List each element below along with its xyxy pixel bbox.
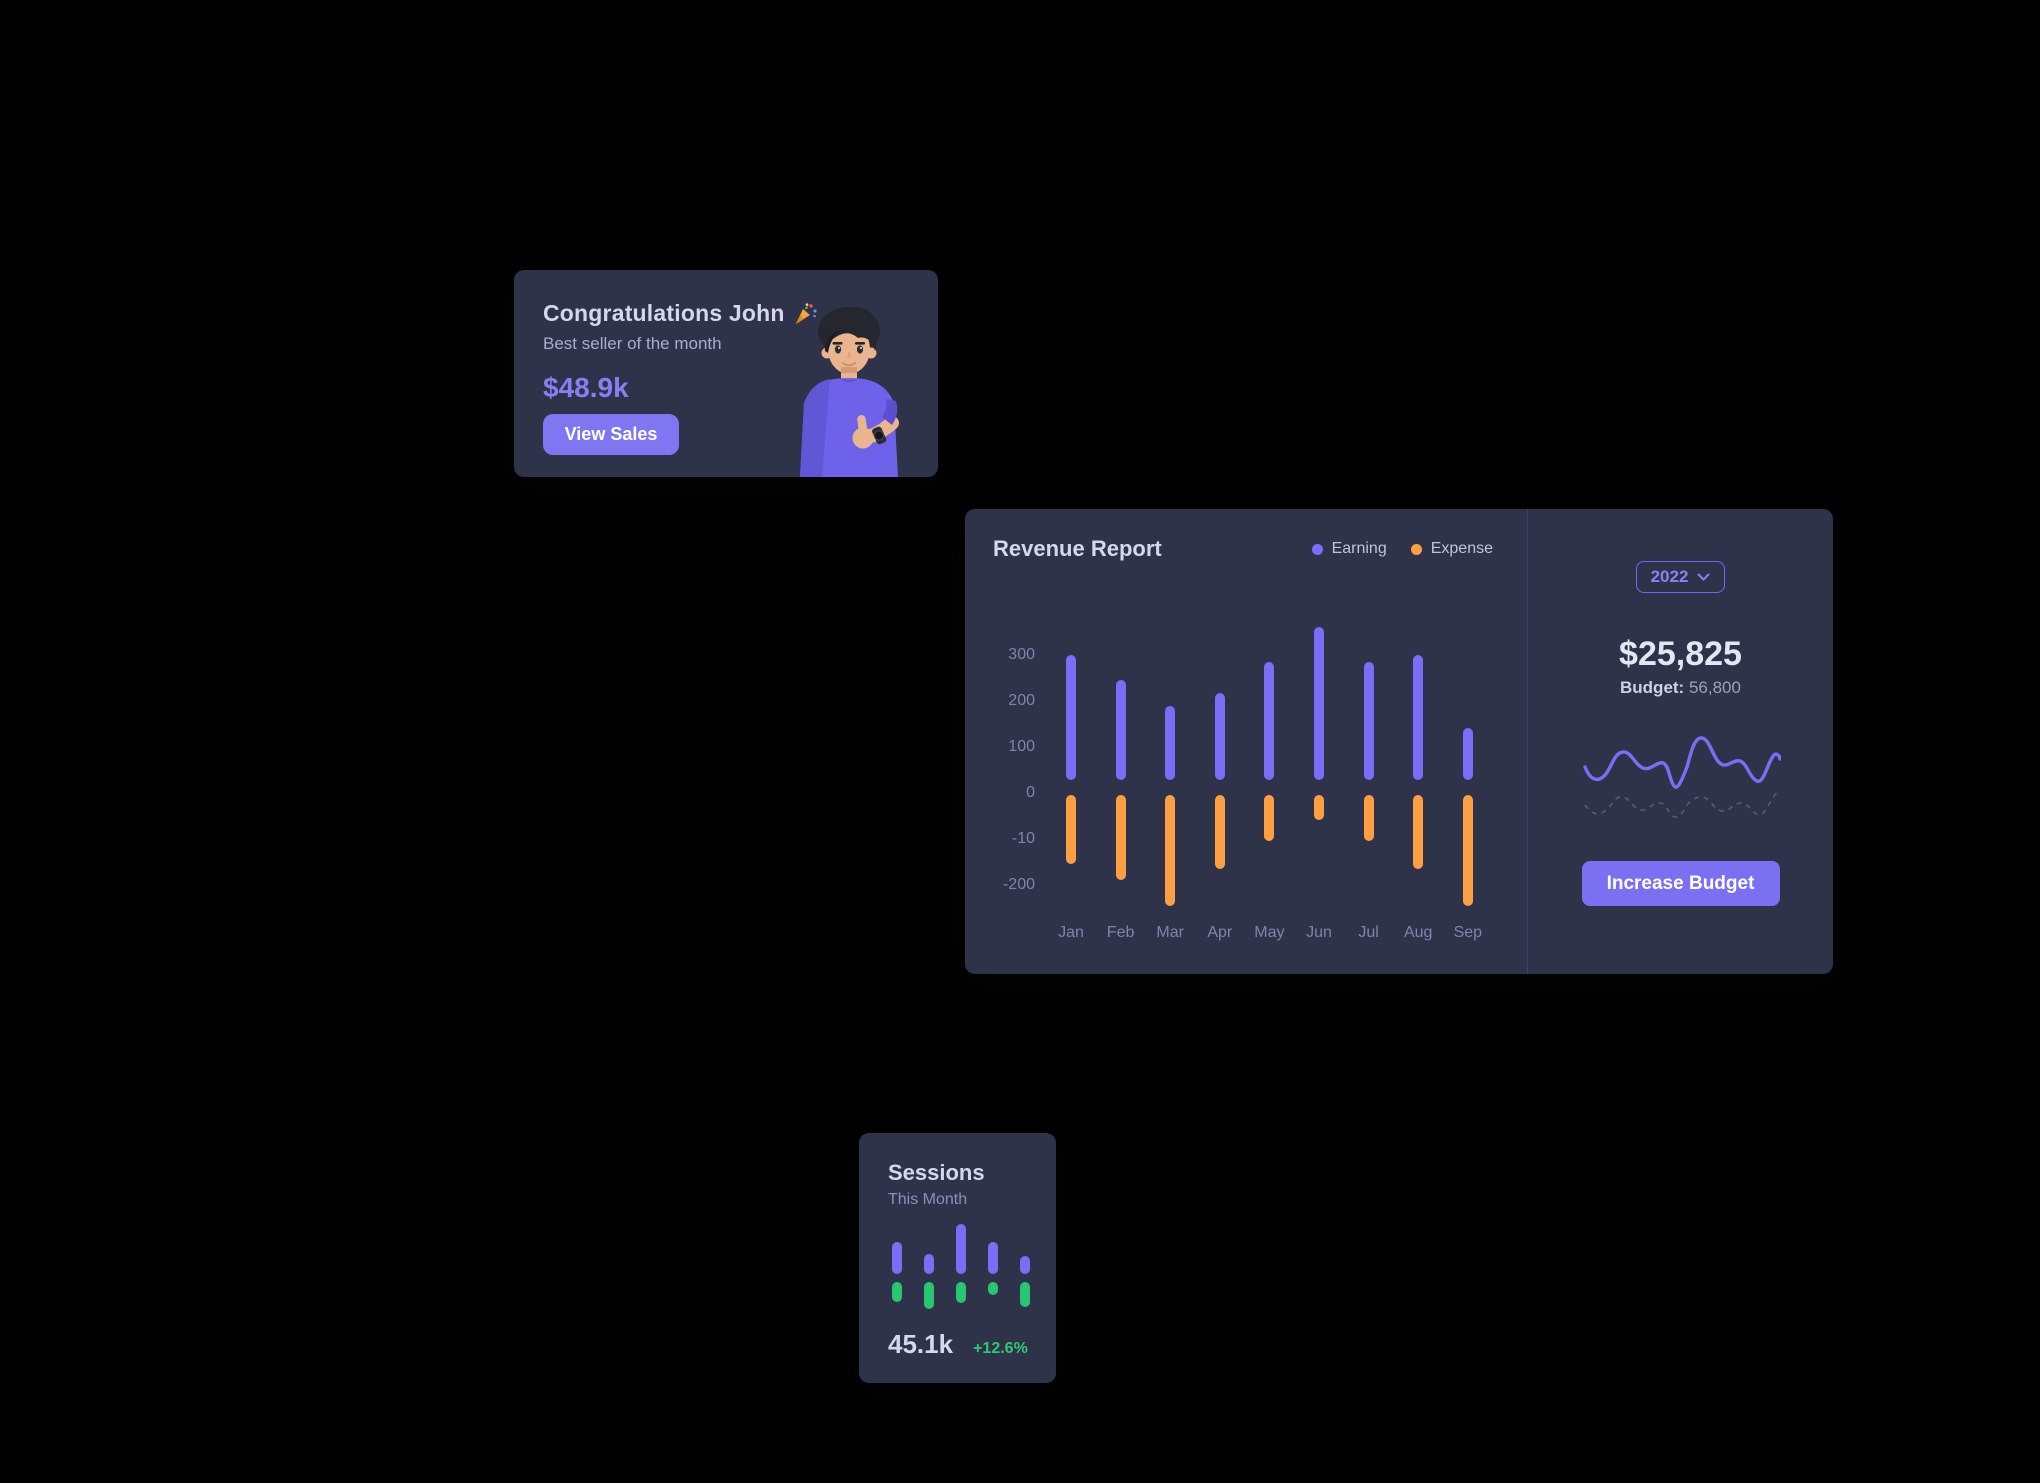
- earning-bar: [1462, 727, 1473, 781]
- legend-item-earning[interactable]: Earning: [1311, 540, 1387, 558]
- earning-bar: [1066, 655, 1076, 781]
- year-dropdown[interactable]: 2022: [1635, 561, 1726, 593]
- earning-bar: [1214, 692, 1225, 781]
- mini-chart-column: [924, 1224, 934, 1309]
- vertical-divider: [1527, 509, 1528, 974]
- expense-bar: [1115, 795, 1126, 881]
- revenue-report-title: Revenue Report: [993, 536, 1162, 561]
- chevron-down-icon: [1697, 573, 1710, 581]
- x-tick-label: Apr: [1207, 924, 1233, 941]
- sessions-mini-chart: [888, 1224, 1038, 1309]
- sessions-green-bar: [956, 1282, 966, 1303]
- earning-bar: [1115, 680, 1126, 781]
- mini-chart-column: [988, 1224, 998, 1309]
- congrats-subtitle: Best seller of the month: [543, 334, 722, 353]
- sessions-green-bar: [1020, 1282, 1030, 1307]
- budget-sparklines: [1582, 736, 1781, 818]
- view-sales-button[interactable]: View Sales: [543, 414, 679, 455]
- congrats-title-row: Congratulations John: [543, 300, 818, 327]
- y-tick-label: -200: [1002, 876, 1035, 893]
- increase-budget-button[interactable]: Increase Budget: [1581, 861, 1780, 906]
- sessions-value: 45.1k: [888, 1329, 954, 1359]
- sessions-purple-bar: [924, 1254, 934, 1274]
- x-tick-label: Jun: [1306, 924, 1332, 941]
- man-thumbs-up-illustration: [800, 307, 899, 477]
- congratulations-card: Congratulations John Best seller of the …: [514, 270, 938, 477]
- x-tick-label: Mar: [1156, 924, 1184, 941]
- sessions-purple-bar: [1020, 1256, 1030, 1274]
- y-tick-label: -10: [1011, 830, 1035, 847]
- revenue-plot: 300 200 100 0 -10 -200 Jan Feb Mar Apr May Jun Jul Au…: [965, 509, 1527, 974]
- y-tick-label: 0: [1026, 784, 1035, 801]
- sessions-subtitle: This Month: [888, 1191, 968, 1208]
- sessions-purple-bar: [892, 1242, 902, 1274]
- earning-sparkline: [1582, 736, 1781, 789]
- earning-bar: [1314, 627, 1324, 781]
- sessions-stats-row: 45.1k +12.6%: [888, 1329, 1038, 1360]
- legend-label-earning: Earning: [1331, 540, 1387, 557]
- x-tick-label: Jul: [1358, 924, 1379, 941]
- mini-chart-column: [956, 1224, 966, 1309]
- x-tick-label: Feb: [1106, 924, 1135, 941]
- budget-label: Budget:: [1620, 678, 1685, 697]
- y-tick-label: 200: [1008, 692, 1035, 709]
- expense-bar: [1264, 795, 1275, 842]
- revenue-total: $25,825: [1619, 635, 1742, 673]
- expense-bar: [1214, 795, 1225, 869]
- sessions-purple-bar: [956, 1224, 966, 1274]
- legend-label-expense: Expense: [1430, 540, 1493, 557]
- expense-bar: [1165, 795, 1176, 906]
- expense-bar: [1462, 795, 1473, 906]
- sessions-delta-badge: +12.6%: [973, 1340, 1028, 1357]
- x-tick-label: Aug: [1403, 924, 1433, 941]
- earning-dot-icon: [1311, 543, 1323, 555]
- earning-bar: [1165, 705, 1176, 781]
- sessions-green-bar: [924, 1282, 934, 1309]
- x-tick-label: May: [1254, 924, 1285, 941]
- earning-bar: [1363, 661, 1374, 781]
- congrats-amount: $48.9k: [543, 372, 629, 403]
- budget-sparkline-dashed: [1583, 792, 1778, 818]
- x-tick-label: Jan: [1058, 924, 1084, 941]
- expense-bar: [1413, 795, 1424, 869]
- sessions-title: Sessions: [888, 1160, 985, 1185]
- revenue-budget-section: 2022 $25,825 Budget: 56,800 Increase Bud…: [1528, 509, 1833, 974]
- expense-dot-icon: [1410, 543, 1422, 555]
- expense-bar: [1314, 795, 1324, 820]
- expense-bar: [1363, 795, 1374, 842]
- y-tick-label: 300: [1008, 646, 1035, 663]
- sessions-green-bar: [988, 1282, 998, 1295]
- earning-bar: [1413, 655, 1424, 781]
- earning-bar: [1264, 661, 1275, 781]
- budget-line: Budget: 56,800: [1620, 678, 1741, 698]
- congrats-title: Congratulations John: [543, 300, 785, 326]
- sessions-purple-bar: [988, 1242, 998, 1274]
- sessions-green-bar: [892, 1282, 902, 1302]
- mini-chart-column: [1020, 1224, 1030, 1309]
- chart-legend: Earning Expense: [1311, 540, 1493, 558]
- revenue-chart-section: Revenue Report Earning Expense 300 200 100…: [965, 509, 1527, 974]
- expense-bar: [1066, 795, 1076, 865]
- y-tick-label: 100: [1008, 738, 1035, 755]
- budget-value: 56,800: [1688, 678, 1741, 697]
- x-tick-label: Sep: [1453, 924, 1483, 941]
- year-dropdown-value: 2022: [1650, 567, 1689, 586]
- sessions-card: Sessions This Month 45.1k +12.6%: [859, 1133, 1056, 1383]
- revenue-report-card: Revenue Report Earning Expense 300 200 100…: [965, 509, 1833, 974]
- party-popper-icon: [795, 302, 817, 324]
- legend-item-expense[interactable]: Expense: [1410, 540, 1493, 558]
- mini-chart-column: [892, 1224, 902, 1309]
